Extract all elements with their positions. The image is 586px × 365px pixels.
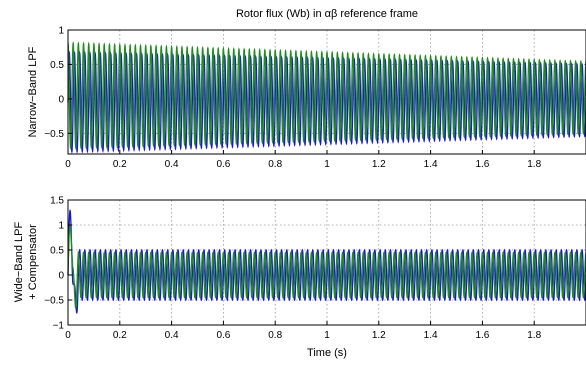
x-tick-label: 1.8 — [527, 330, 541, 341]
y-tick-label: −0.5 — [44, 296, 64, 307]
top-chart-title: Rotor flux (Wb) in αβ reference frame — [236, 8, 418, 20]
bottom-chart-series — [67, 209, 586, 314]
y-tick-label: 0.5 — [50, 60, 64, 71]
x-tick-label: 0.8 — [268, 159, 282, 170]
top-chart-xticks: 0 0.2 0.4 0.6 0.8 1 1.2 1.4 1.6 1.8 — [65, 150, 542, 170]
x-tick-label: 0.2 — [113, 330, 127, 341]
x-tick-label: 0.6 — [216, 159, 230, 170]
x-tick-label: 1 — [324, 330, 330, 341]
y-tick-label: −1 — [53, 321, 65, 332]
y-tick-label: 0 — [58, 271, 64, 282]
x-tick-label: 0.4 — [165, 330, 179, 341]
x-tick-label: 1.2 — [372, 330, 386, 341]
bottom-chart-xlabel: Time (s) — [307, 347, 347, 359]
x-tick-label: 0 — [65, 330, 71, 341]
top-chart-ylabel: Narrow−Band LPF — [27, 46, 39, 137]
top-chart-yticks: −0.5 0 0.5 1 — [44, 26, 72, 140]
x-tick-label: 1.6 — [475, 330, 489, 341]
bottom-chart-ylabel-line2: + Compensator — [27, 224, 39, 300]
bottom-chart: 0 0.2 0.4 0.6 0.8 1 1.2 1.4 1.6 1.8 −1 −0.5 0 0.5 1 1.… — [13, 196, 586, 359]
x-tick-label: 1.8 — [527, 159, 541, 170]
x-tick-label: 1 — [324, 159, 330, 170]
x-tick-label: 1.6 — [475, 159, 489, 170]
series-line-2 — [67, 41, 586, 150]
x-tick-label: 1.4 — [424, 159, 438, 170]
x-tick-label: 0.2 — [113, 159, 127, 170]
y-tick-label: 1.5 — [50, 196, 64, 207]
series-line-2 — [67, 225, 586, 310]
y-tick-label: 1 — [58, 221, 64, 232]
bottom-chart-grid — [68, 199, 586, 326]
x-tick-label: 0.6 — [216, 330, 230, 341]
x-tick-label: 1.2 — [372, 159, 386, 170]
bottom-chart-xticks: 0 0.2 0.4 0.6 0.8 1 1.2 1.4 1.6 1.8 — [65, 321, 542, 341]
y-tick-label: 1 — [58, 26, 64, 37]
x-tick-label: 0.4 — [165, 159, 179, 170]
bottom-chart-yticks: −1 −0.5 0 0.5 1 1.5 — [44, 196, 72, 332]
y-tick-label: −0.5 — [44, 129, 64, 140]
bottom-chart-ylabel-line1: Wide−Band LPF — [13, 222, 25, 303]
x-tick-label: 1.4 — [424, 330, 438, 341]
top-chart-series — [67, 41, 586, 154]
x-tick-label: 0 — [65, 159, 71, 170]
x-tick-label: 0.8 — [268, 330, 282, 341]
y-tick-label: 0.5 — [50, 246, 64, 257]
y-tick-label: 0 — [58, 94, 64, 105]
